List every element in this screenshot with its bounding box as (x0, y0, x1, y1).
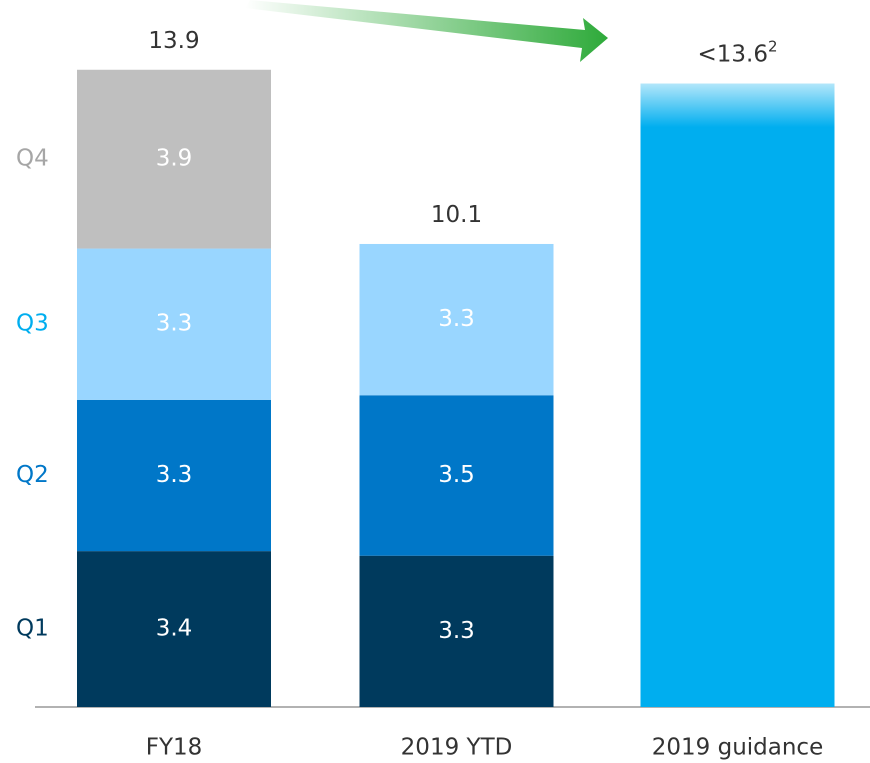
bar-segment (77, 551, 271, 707)
total-label: 13.9 (148, 27, 199, 53)
total-label: <13.62 (697, 37, 777, 67)
total-label: 10.1 (431, 201, 482, 227)
segment-label: 3.4 (156, 616, 193, 642)
x-tick-label: 2019 YTD (401, 735, 513, 761)
bar-segment (359, 243, 554, 396)
segment-label: 3.3 (156, 462, 193, 488)
segment-label: 3.9 (156, 146, 193, 172)
x-tick-label: 2019 guidance (652, 735, 823, 761)
footnote-mark: 2 (768, 37, 778, 55)
legend-label: Q2 (16, 462, 49, 488)
total-text: <13.6 (697, 41, 767, 67)
bar-segment (640, 83, 835, 708)
bar-segment (359, 395, 554, 556)
bar-segment (359, 555, 554, 707)
trend-arrow (245, 0, 608, 62)
legend-label: Q4 (16, 146, 49, 172)
segment-label: 3.3 (156, 311, 193, 337)
segment-label: 3.5 (438, 462, 475, 488)
legend-label: Q1 (16, 616, 49, 642)
bar-segment (77, 399, 271, 552)
bar-segment (77, 69, 271, 249)
bar-segment (77, 248, 271, 400)
total-text: 10.1 (431, 201, 482, 227)
total-text: 13.9 (148, 27, 199, 53)
legend-label: Q3 (16, 311, 49, 337)
x-tick-label: FY18 (146, 735, 203, 761)
segment-label: 3.3 (438, 306, 475, 332)
segment-label: 3.3 (438, 618, 475, 644)
